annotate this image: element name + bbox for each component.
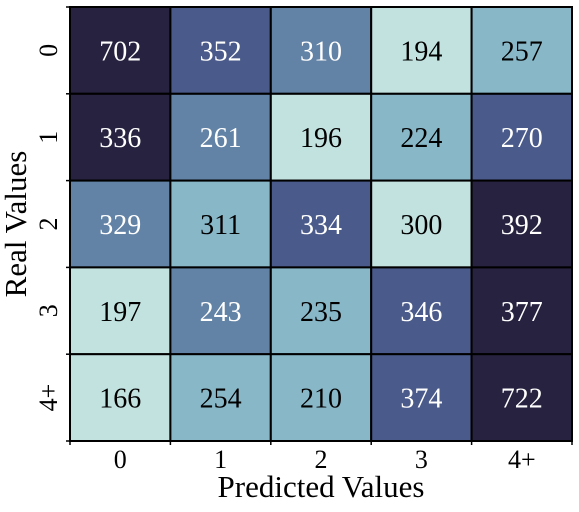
y-axis-label: Real Values (0, 151, 33, 298)
heatmap-cell-r0-c1 (169, 6, 272, 95)
heatmap-cells: 702 352 310 194 257 336 261 196 224 270 329 311 334 3… (69, 6, 574, 443)
cell-value-label: 311 (200, 210, 241, 241)
cell-value-label: 310 (300, 36, 342, 67)
cell-value-label: 336 (99, 123, 141, 154)
cell-value-label: 374 (400, 384, 442, 415)
x-tick-label: 2 (315, 445, 328, 474)
cell-value-label: 243 (200, 297, 242, 328)
heatmap-cell-r3-c1 (169, 266, 272, 356)
cell-value-label: 346 (400, 297, 442, 328)
cell-value-label: 702 (99, 36, 141, 67)
cell-value-label: 261 (200, 123, 242, 154)
cell-value-label: 166 (99, 384, 141, 415)
plot-frame (69, 6, 573, 442)
y-tick-label: 0 (34, 44, 63, 57)
heatmap-cell-r4-c2 (269, 353, 373, 443)
y-tick-label: 4+ (34, 384, 63, 412)
heatmap-cell-r4-c1 (169, 353, 272, 443)
cell-value-label: 254 (200, 384, 242, 415)
heatmap-cell-r3-c2 (269, 266, 373, 356)
heatmap-cell-r3-c3 (370, 266, 473, 356)
y-tick-label: 2 (34, 218, 63, 231)
heatmap-cell-r1-c2 (269, 92, 373, 182)
y-tick-label: 3 (34, 304, 63, 317)
cell-value-label: 270 (501, 123, 543, 154)
x-tick-label: 4+ (508, 445, 536, 474)
y-tick-label: 1 (34, 131, 63, 144)
heatmap-cell-r2-c1 (169, 179, 272, 269)
x-tick-label: 1 (214, 445, 227, 474)
heatmap-cell-r3-c4 (470, 266, 574, 356)
cell-value-label: 257 (501, 36, 543, 67)
cell-value-label: 722 (501, 384, 543, 415)
heatmap-cell-r2-c3 (370, 179, 473, 269)
cell-value-label: 224 (400, 123, 442, 154)
cell-value-label: 377 (501, 297, 543, 328)
cell-value-label: 352 (200, 36, 242, 67)
heatmap-cell-r4-c0 (69, 353, 172, 443)
cell-value-label: 392 (501, 210, 543, 241)
cell-value-label: 329 (99, 210, 141, 241)
cell-value-label: 197 (99, 297, 141, 328)
cell-value-label: 334 (300, 210, 342, 241)
x-axis-ticks: 0 1 2 3 4+ (69, 441, 573, 474)
cell-value-label: 194 (400, 36, 442, 67)
cell-value-label: 196 (300, 123, 342, 154)
cell-value-label: 235 (300, 297, 342, 328)
y-axis-ticks: 0 1 2 3 4+ (34, 6, 70, 442)
heatmap-frame (69, 6, 573, 442)
x-tick-label: 0 (114, 445, 127, 474)
cell-value-label: 210 (300, 384, 342, 415)
x-tick-label: 3 (415, 445, 428, 474)
x-axis-label: Predicted Values (218, 469, 425, 504)
heatmap-cell-r0-c0 (69, 6, 172, 95)
heatmap-cell-r1-c4 (470, 92, 574, 182)
cell-value-label: 300 (400, 210, 442, 241)
